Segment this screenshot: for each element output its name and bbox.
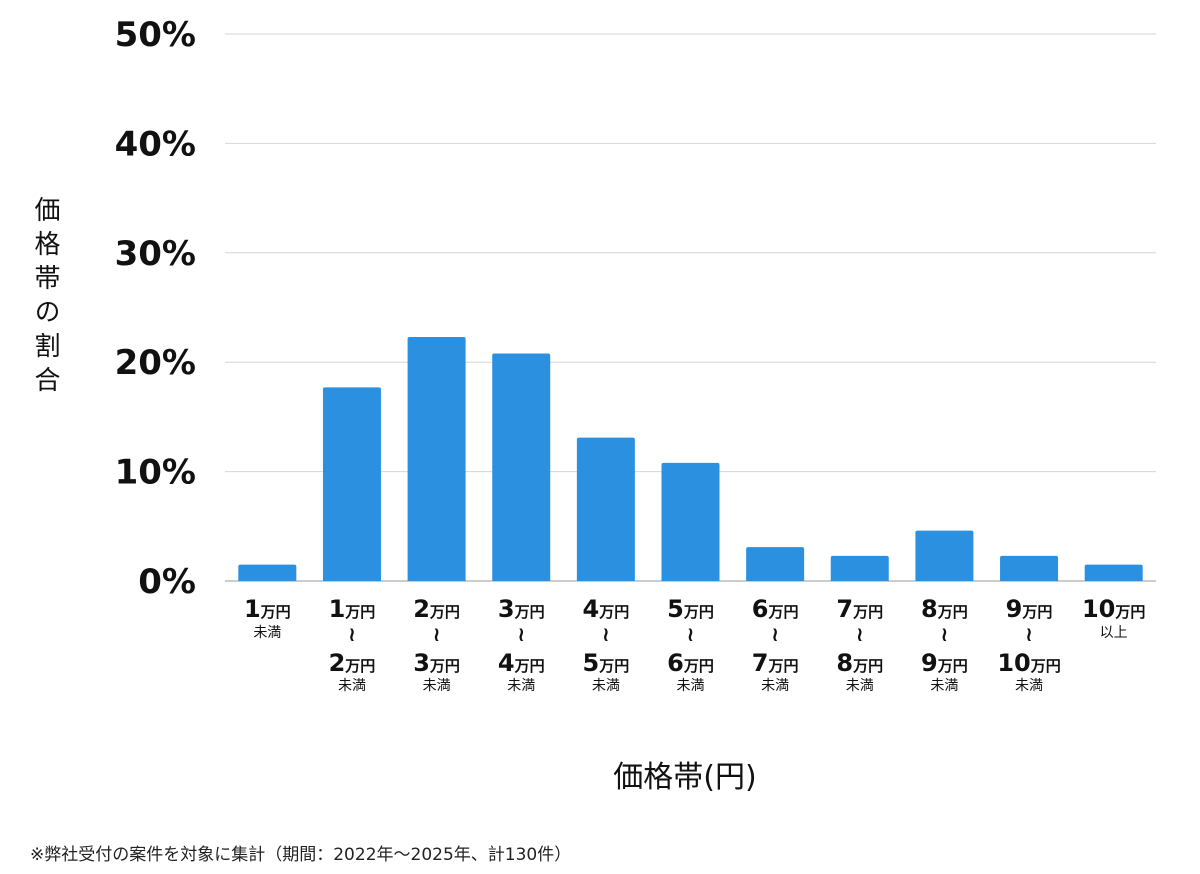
bar [576,437,635,581]
x-tick-suffix: 未満 [761,678,789,694]
x-tick-label-to: 2万円 [329,649,376,677]
x-tick-tilde: ≀ [348,622,356,646]
x-tick-suffix: 未満 [846,678,874,694]
x-tick-label: 8万円 [921,595,968,623]
bar [746,547,805,581]
x-tick-label: 1万円 [244,595,291,623]
y-tick-label: 0% [138,562,196,602]
x-tick-tilde: ≀ [1025,622,1033,646]
x-tick-label: 3万円 [498,595,545,623]
bar [830,555,889,581]
x-tick-suffix: 未満 [423,678,451,694]
x-tick-tilde: ≀ [941,622,949,646]
x-tick-tilde: ≀ [602,622,610,646]
x-tick-label-to: 6万円 [667,649,714,677]
x-tick-suffix: 未満 [507,678,535,694]
x-tick-label-to: 5万円 [583,649,630,677]
x-tick-label: 4万円 [583,595,630,623]
bar [322,387,381,581]
x-tick-label: 7万円 [836,595,883,623]
y-tick-label: 10% [115,453,196,493]
x-tick-label: 5万円 [667,595,714,623]
x-tick-suffix: 未満 [592,678,620,694]
x-tick-tilde: ≀ [771,622,779,646]
y-tick-label: 20% [115,343,196,383]
x-tick-label: 1万円 [329,595,376,623]
y-tick-label: 30% [115,234,196,274]
bar [492,353,551,581]
x-tick-suffix: 以上 [1100,625,1128,641]
x-tick-suffix: 未満 [1015,678,1043,694]
x-tick-label-to: 3万円 [413,649,460,677]
bar [661,462,720,581]
x-tick-suffix: 未満 [253,625,281,641]
x-tick-suffix: 未満 [930,678,958,694]
x-tick-tilde: ≀ [856,622,864,646]
x-tick-label: 6万円 [752,595,799,623]
x-tick-label-to: 4万円 [498,649,545,677]
x-tick-suffix: 未満 [338,678,366,694]
bar [915,530,974,581]
x-tick-tilde: ≀ [433,622,441,646]
y-tick-label: 50% [115,15,196,55]
footnote: ※弊社受付の案件を対象に集計（期間：2022年～2025年、計130件） [30,845,572,865]
x-tick-suffix: 未満 [677,678,705,694]
x-tick-label-to: 9万円 [921,649,968,677]
x-axis-label: 価格帯(円) [613,760,757,795]
x-tick-label: 10万円 [1082,595,1145,623]
y-tick-label: 40% [115,124,196,164]
y-axis-label: 価格帯の割合 [30,196,60,400]
x-tick-label: 2万円 [413,595,460,623]
x-tick-tilde: ≀ [687,622,695,646]
bar [1000,555,1059,581]
bar [1084,564,1143,581]
x-tick-label-to: 7万円 [752,649,799,677]
bar [238,564,297,581]
x-tick-tilde: ≀ [517,622,525,646]
bar [407,337,466,581]
x-tick-label: 9万円 [1006,595,1053,623]
x-tick-label-to: 10万円 [997,649,1060,677]
x-tick-label-to: 8万円 [836,649,883,677]
